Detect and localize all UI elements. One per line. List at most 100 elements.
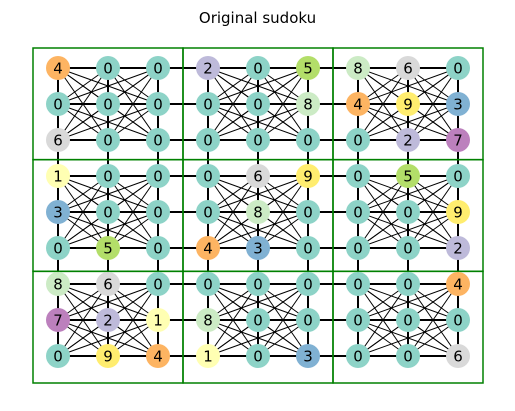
box-edge <box>107 283 159 357</box>
cell-node: 0 <box>196 164 220 188</box>
box-edge <box>357 283 459 321</box>
cell-value: 0 <box>353 312 363 330</box>
box-edge <box>57 67 159 105</box>
box-edge <box>57 103 159 141</box>
cell-node: 0 <box>146 56 170 80</box>
cell-node: 8 <box>246 200 270 224</box>
cell-circle <box>446 236 470 260</box>
cell-value: 8 <box>253 204 263 222</box>
cell-circle <box>146 200 170 224</box>
cell-node: 4 <box>446 272 470 296</box>
cell-circle <box>96 200 120 224</box>
cell-circle <box>346 92 370 116</box>
cell-value: 0 <box>153 204 163 222</box>
cell-value: 0 <box>153 60 163 78</box>
cell-value: 1 <box>53 168 63 186</box>
box-edge <box>407 67 459 141</box>
cell-circle <box>196 344 220 368</box>
cell-node: 3 <box>446 92 470 116</box>
cell-value: 0 <box>253 60 263 78</box>
cell-value: 0 <box>453 312 463 330</box>
cell-circle <box>46 56 70 80</box>
cell-value: 0 <box>253 312 263 330</box>
cell-circle <box>146 164 170 188</box>
box-layer <box>32 47 484 384</box>
cell-circle <box>96 344 120 368</box>
cell-value: 0 <box>403 276 413 294</box>
cell-circle <box>46 308 70 332</box>
cell-circle <box>446 200 470 224</box>
cell-value: 0 <box>403 312 413 330</box>
cell-value: 0 <box>103 204 113 222</box>
cell-circle <box>296 92 320 116</box>
cell-circle <box>46 272 70 296</box>
cell-circle <box>446 56 470 80</box>
cell-value: 3 <box>303 348 313 366</box>
cell-node: 0 <box>346 308 370 332</box>
cell-circle <box>396 308 420 332</box>
cell-circle <box>296 272 320 296</box>
cell-value: 0 <box>253 276 263 294</box>
cell-value: 0 <box>53 96 63 114</box>
cell-value: 0 <box>103 96 113 114</box>
cell-node: 0 <box>146 272 170 296</box>
cell-node: 9 <box>296 164 320 188</box>
cell-circle <box>346 308 370 332</box>
cell-value: 6 <box>403 60 413 78</box>
box-edge <box>57 211 159 249</box>
cell-circle <box>346 56 370 80</box>
cell-value: 0 <box>353 204 363 222</box>
cell-circle <box>146 128 170 152</box>
cell-node: 5 <box>396 164 420 188</box>
cell-value: 0 <box>203 96 213 114</box>
box-edge <box>57 283 109 357</box>
cell-value: 0 <box>303 204 313 222</box>
cell-node: 8 <box>346 56 370 80</box>
cell-value: 4 <box>53 60 63 78</box>
cell-node: 9 <box>446 200 470 224</box>
cell-circle <box>96 236 120 260</box>
box-edge <box>357 175 459 213</box>
box-edge <box>407 175 459 249</box>
cell-circle <box>246 164 270 188</box>
cell-node: 0 <box>246 344 270 368</box>
cell-value: 0 <box>403 240 413 258</box>
cell-circle <box>96 56 120 80</box>
cell-circle <box>146 272 170 296</box>
cell-value: 0 <box>203 204 213 222</box>
cell-value: 0 <box>103 168 113 186</box>
cell-node: 0 <box>46 92 70 116</box>
cell-circle <box>396 56 420 80</box>
cell-value: 0 <box>153 96 163 114</box>
cell-node: 1 <box>196 344 220 368</box>
cell-node: 7 <box>46 308 70 332</box>
cell-node: 2 <box>396 128 420 152</box>
cell-circle <box>346 164 370 188</box>
cell-circle <box>246 56 270 80</box>
cell-value: 0 <box>303 240 313 258</box>
box-edge <box>107 175 159 249</box>
cell-circle <box>46 92 70 116</box>
cell-circle <box>446 92 470 116</box>
box-edge <box>207 283 309 321</box>
cell-circle <box>196 92 220 116</box>
cell-value: 6 <box>453 348 463 366</box>
cell-node: 0 <box>146 200 170 224</box>
cell-value: 6 <box>253 168 263 186</box>
cell-node: 5 <box>96 236 120 260</box>
cell-node: 3 <box>46 200 70 224</box>
cell-node: 0 <box>96 128 120 152</box>
box-edge <box>57 175 159 213</box>
cell-circle <box>196 128 220 152</box>
cell-value: 8 <box>303 96 313 114</box>
box-edge <box>357 175 409 249</box>
cell-node: 0 <box>296 128 320 152</box>
cell-node: 0 <box>46 344 70 368</box>
cell-value: 4 <box>353 96 363 114</box>
cell-value: 8 <box>353 60 363 78</box>
cell-node: 0 <box>246 308 270 332</box>
cell-value: 3 <box>253 240 263 258</box>
box-edge <box>207 103 309 141</box>
cell-circle <box>346 272 370 296</box>
